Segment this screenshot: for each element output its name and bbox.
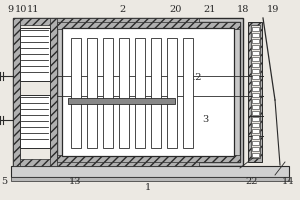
Bar bbox=[13, 18, 20, 166]
Bar bbox=[252, 45, 259, 49]
Bar bbox=[252, 87, 259, 91]
Bar bbox=[20, 95, 50, 148]
Bar bbox=[252, 39, 259, 43]
Text: 9: 9 bbox=[7, 4, 13, 14]
Bar bbox=[62, 28, 234, 156]
Bar bbox=[119, 38, 129, 148]
Bar bbox=[248, 22, 262, 162]
Bar bbox=[252, 147, 259, 151]
Bar bbox=[252, 51, 259, 55]
Bar bbox=[20, 25, 236, 159]
Text: 14: 14 bbox=[282, 176, 294, 186]
Bar bbox=[13, 159, 199, 166]
Bar bbox=[87, 38, 97, 148]
Bar bbox=[252, 123, 259, 127]
Bar bbox=[11, 177, 289, 181]
Bar bbox=[20, 28, 50, 81]
Bar bbox=[252, 141, 259, 145]
Bar bbox=[151, 38, 161, 148]
Bar bbox=[57, 155, 240, 162]
Bar bbox=[252, 81, 259, 85]
Bar bbox=[167, 38, 177, 148]
Bar bbox=[71, 38, 81, 148]
Bar bbox=[252, 93, 259, 97]
Bar bbox=[252, 33, 259, 37]
Bar bbox=[135, 38, 145, 148]
Text: 22: 22 bbox=[246, 176, 258, 186]
Text: 18: 18 bbox=[237, 4, 249, 14]
Text: 5: 5 bbox=[1, 176, 7, 186]
Text: 21: 21 bbox=[204, 4, 216, 14]
Bar bbox=[252, 63, 259, 67]
Bar bbox=[252, 75, 259, 79]
Bar bbox=[252, 153, 259, 157]
Bar bbox=[20, 22, 50, 162]
Bar bbox=[252, 129, 259, 133]
Text: 11: 11 bbox=[27, 4, 39, 14]
Bar bbox=[57, 22, 240, 29]
Bar bbox=[11, 166, 289, 177]
Bar bbox=[252, 69, 259, 73]
Bar bbox=[57, 22, 240, 162]
Text: 1: 1 bbox=[145, 184, 151, 192]
Text: 20: 20 bbox=[170, 4, 182, 14]
Text: 2: 2 bbox=[119, 4, 125, 14]
Bar bbox=[252, 57, 259, 61]
Text: 19: 19 bbox=[267, 4, 279, 14]
Bar bbox=[252, 117, 259, 121]
Bar bbox=[13, 18, 199, 25]
Bar bbox=[183, 38, 193, 148]
Bar bbox=[68, 98, 175, 104]
Bar bbox=[103, 38, 113, 148]
Text: 12: 12 bbox=[190, 73, 202, 82]
Bar bbox=[252, 105, 259, 109]
Bar bbox=[13, 18, 243, 166]
Bar bbox=[252, 111, 259, 115]
Bar bbox=[251, 25, 260, 158]
Text: 3: 3 bbox=[202, 116, 208, 124]
Bar bbox=[252, 27, 259, 31]
Text: 13: 13 bbox=[69, 176, 81, 186]
Text: 10: 10 bbox=[15, 4, 27, 14]
Bar bbox=[252, 135, 259, 139]
Bar bbox=[50, 18, 57, 166]
Bar bbox=[252, 99, 259, 103]
